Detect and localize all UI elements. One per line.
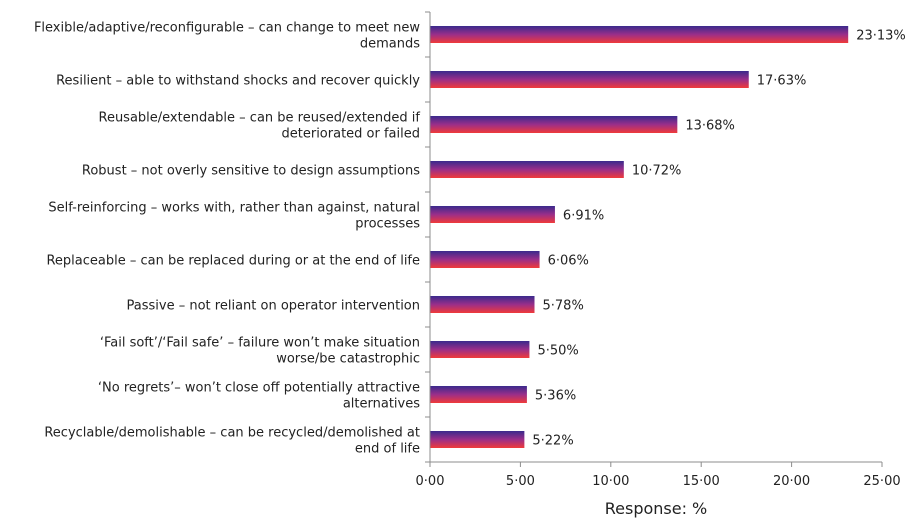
category-label-line: end of life <box>355 442 420 457</box>
bar-value-label: 5·36% <box>535 389 576 404</box>
x-axis-ticks: 0·00 5·00 10·00 15·00 20·00 25·00 <box>416 11 901 489</box>
bar-value-label: 10·72% <box>632 164 682 179</box>
bar-value-label: 13·68% <box>685 119 735 134</box>
category-label-line: ‘Fail soft’/‘Fail safe’ – failure won’t … <box>100 336 420 351</box>
x-tick-label: 20·00 <box>773 474 810 489</box>
bar-value-label: 17·63% <box>757 74 807 89</box>
category-label: Recyclable/demolishable – can be recycle… <box>44 426 420 457</box>
category-label: Replaceable – can be replaced during or … <box>46 254 420 269</box>
bar <box>430 116 678 133</box>
bar <box>430 71 749 88</box>
category-label-line: Flexible/adaptive/reconfigurable – can c… <box>34 21 420 36</box>
category-label-line: deteriorated or failed <box>282 127 421 142</box>
category-label-line: ‘No regrets’– won’t close off potentiall… <box>98 381 420 396</box>
category-label: Robust – not overly sensitive to design … <box>82 164 420 179</box>
bars-group <box>430 26 849 448</box>
category-label: ‘Fail soft’/‘Fail safe’ – failure won’t … <box>100 336 420 367</box>
bar-value-label: 23·13% <box>856 29 906 44</box>
bar <box>430 251 540 268</box>
bar <box>430 341 530 358</box>
category-label-line: alternatives <box>343 397 420 412</box>
category-labels: Flexible/adaptive/reconfigurable – can c… <box>34 21 420 457</box>
bar <box>430 386 527 403</box>
bar <box>430 161 624 178</box>
category-label-line: worse/be catastrophic <box>276 352 420 367</box>
bar-value-label: 5·78% <box>543 299 584 314</box>
category-label: Resilient – able to withstand shocks and… <box>56 74 420 89</box>
x-tick-label: 0·00 <box>416 474 445 489</box>
value-labels: 23·13% 17·63% 13·68% 10·72% 6·91% 6·06% 5·78% 5… <box>532 29 905 449</box>
x-axis-title: Response: % <box>605 499 708 518</box>
category-label-line: Recyclable/demolishable – can be recycle… <box>44 426 420 441</box>
category-label: ‘No regrets’– won’t close off potentiall… <box>98 381 420 412</box>
bar-value-label: 5·50% <box>537 344 578 359</box>
category-label-line: Resilient – able to withstand shocks and… <box>56 74 420 89</box>
category-label-line: Robust – not overly sensitive to design … <box>82 164 420 179</box>
category-label-line: Self-reinforcing – works with, rather th… <box>48 201 420 216</box>
category-label: Reusable/extendable – can be reused/exte… <box>99 111 421 142</box>
category-label: Flexible/adaptive/reconfigurable – can c… <box>34 21 420 52</box>
bar-value-label: 6·06% <box>548 254 589 269</box>
x-tick-label: 10·00 <box>592 474 629 489</box>
bar-value-label: 6·91% <box>563 209 604 224</box>
bar <box>430 431 525 448</box>
bar-value-label: 5·22% <box>532 434 573 449</box>
x-tick-label: 15·00 <box>683 474 720 489</box>
category-label-line: demands <box>360 37 420 52</box>
category-label: Self-reinforcing – works with, rather th… <box>48 201 420 232</box>
category-label: Passive – not reliant on operator interv… <box>127 299 420 314</box>
category-label-line: Reusable/extendable – can be reused/exte… <box>99 111 421 126</box>
x-tick-label: 5·00 <box>506 474 535 489</box>
bar <box>430 206 555 223</box>
x-tick-label: 25·00 <box>863 474 900 489</box>
category-label-line: Replaceable – can be replaced during or … <box>46 254 420 269</box>
bar <box>430 26 849 43</box>
bar <box>430 296 535 313</box>
category-label-line: Passive – not reliant on operator interv… <box>127 299 420 314</box>
category-label-line: processes <box>355 217 420 232</box>
